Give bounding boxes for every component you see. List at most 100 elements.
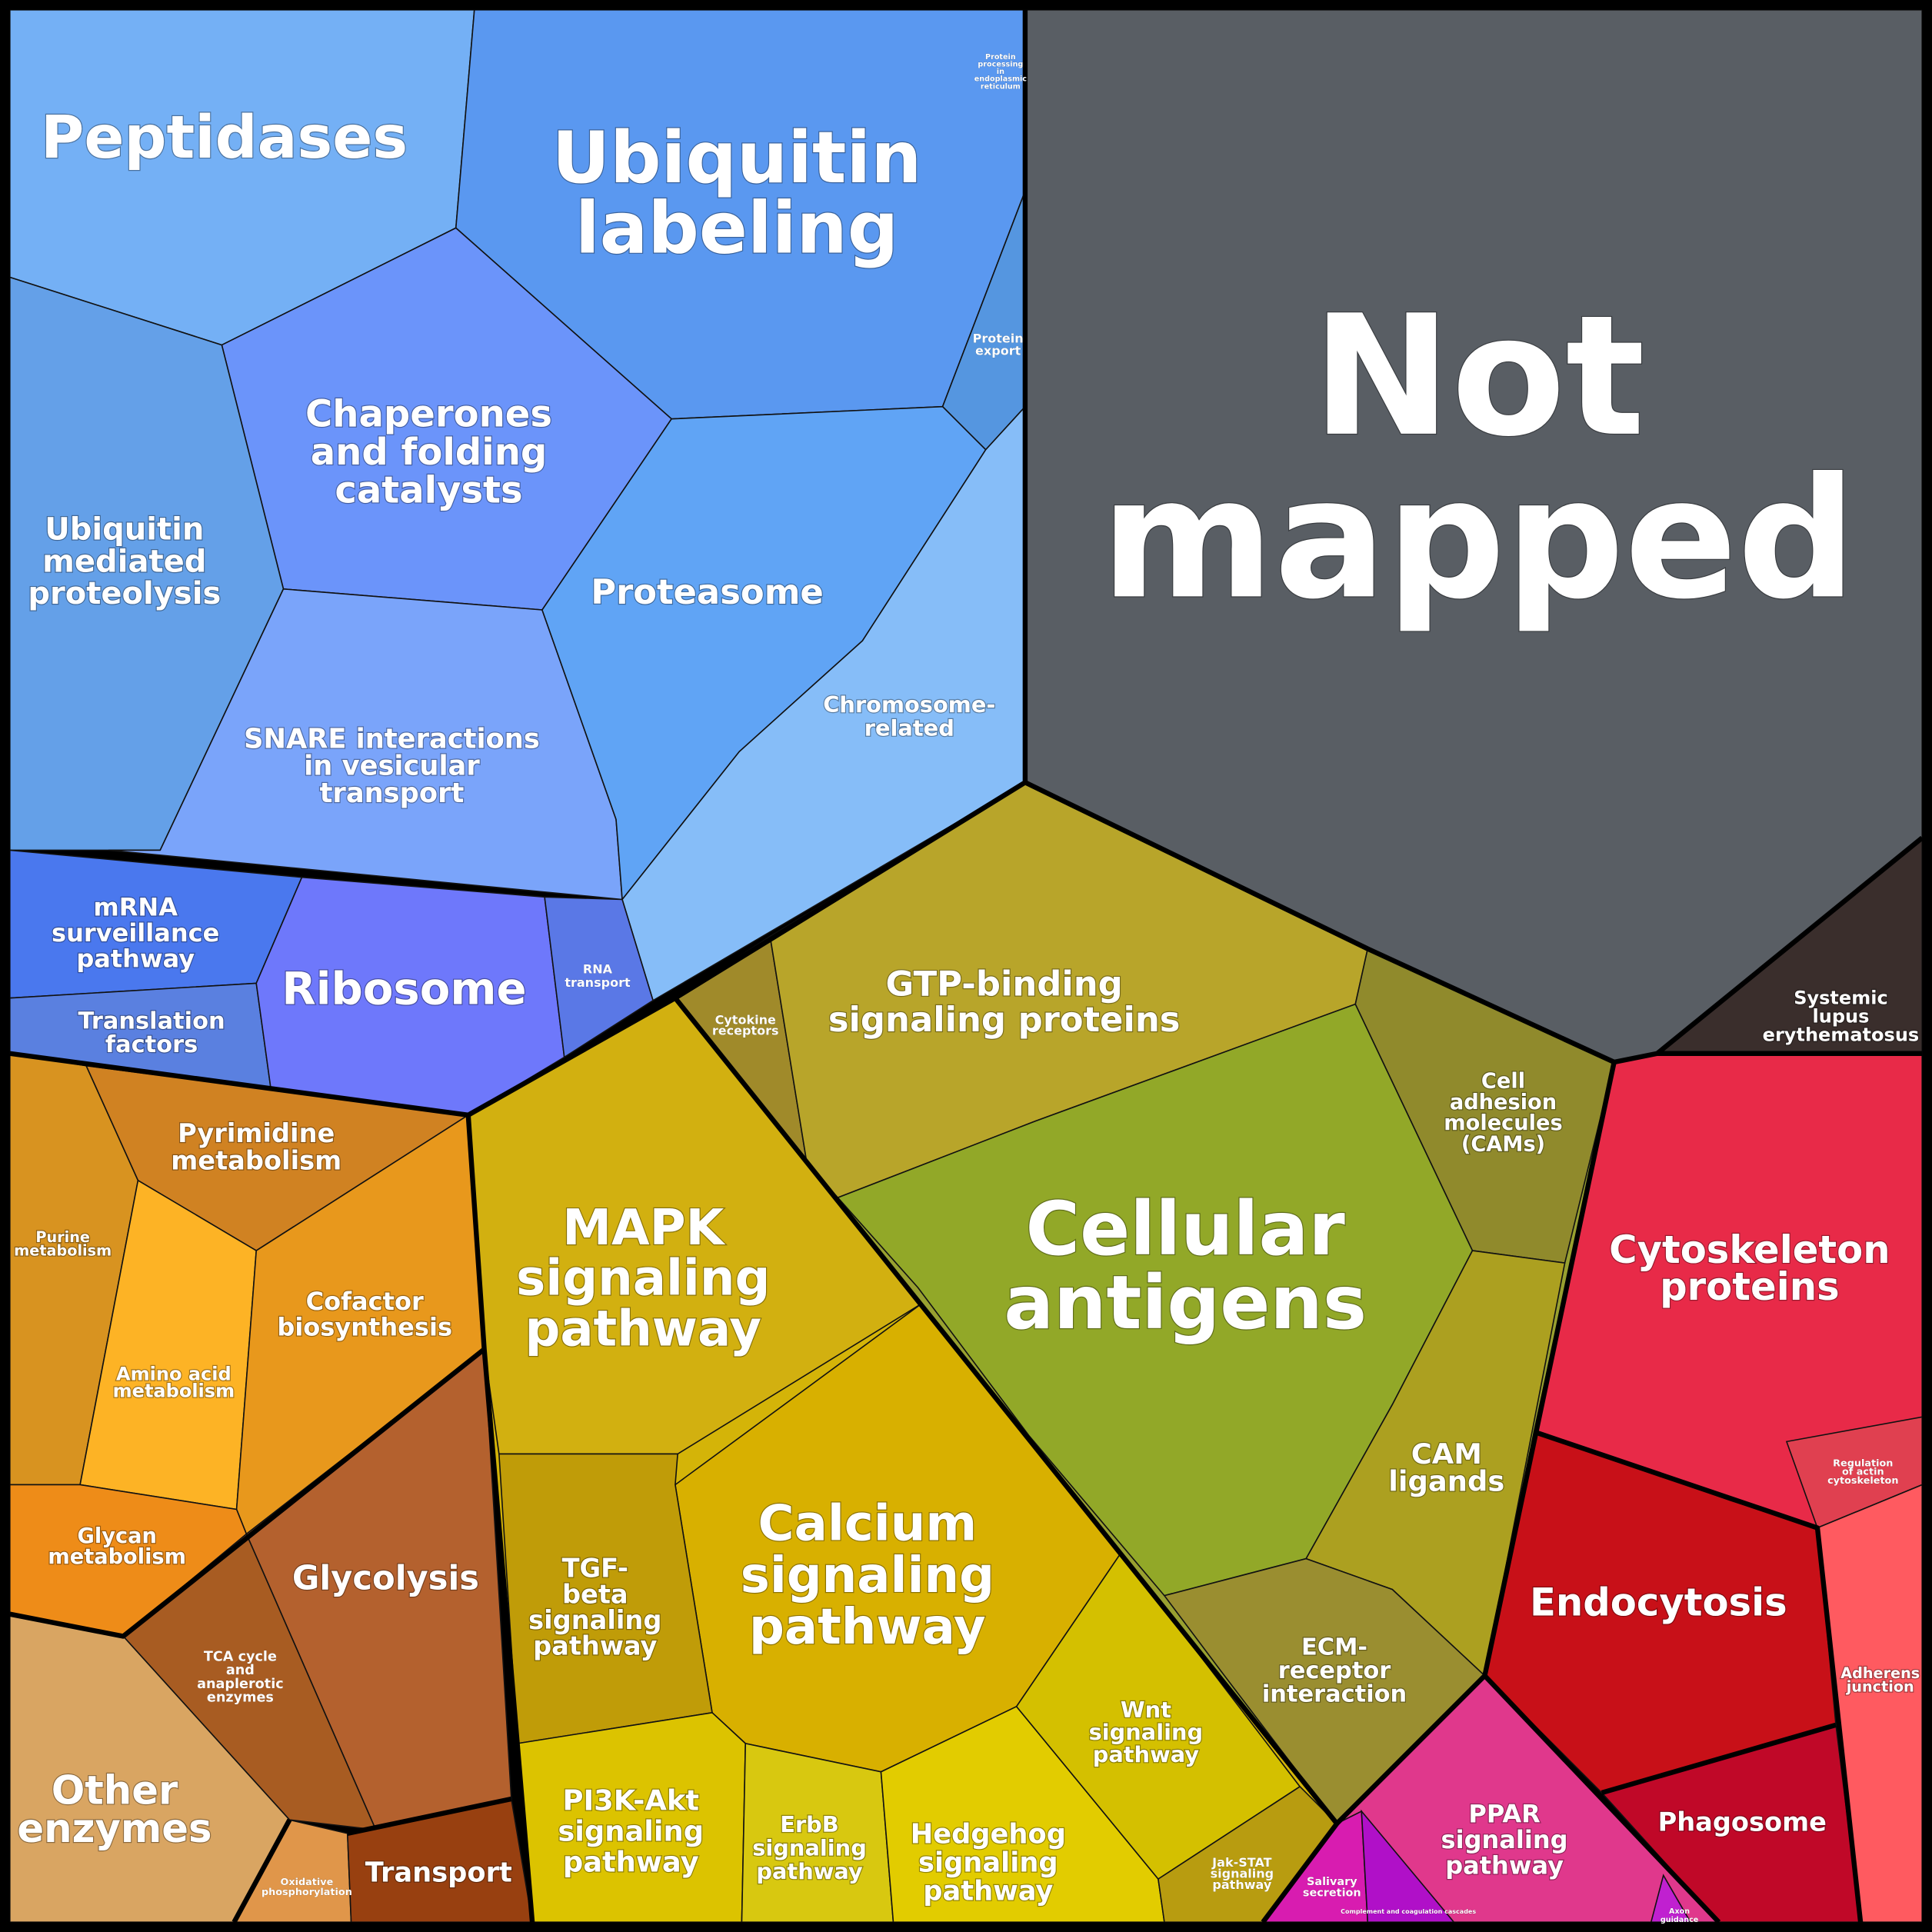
- label-line: Protein: [985, 53, 1016, 62]
- region-label: Not mapped: [1101, 280, 1856, 636]
- label-line: Cytoskeleton: [1609, 1227, 1890, 1272]
- region-label: Protein processing in endoplasmic reticulum: [974, 53, 1028, 91]
- label-line: receptor: [1278, 1657, 1391, 1684]
- label-line: signaling: [1211, 1867, 1274, 1881]
- label-line: TGF-: [562, 1554, 628, 1584]
- region-label: Cellular antigens: [1004, 1186, 1367, 1346]
- label-line: signaling proteins: [828, 999, 1181, 1040]
- region-label: Translation factors: [78, 1008, 225, 1058]
- region-label: TCA cycle and anaplerotic enzymes: [197, 1650, 284, 1706]
- region-label: CAM ligands: [1388, 1437, 1504, 1497]
- region-label: Systemic lupus erythematosus: [1763, 988, 1920, 1046]
- region-label: Cofactor biosynthesis: [277, 1287, 452, 1342]
- label-line: phosphorylation: [261, 1887, 352, 1898]
- label-line: PI3K-Akt: [562, 1784, 699, 1817]
- label-line: in vesicular: [304, 751, 480, 782]
- region-label: SNARE interactions in vesicular transport: [244, 723, 540, 808]
- region-label: Glycan metabolism: [48, 1524, 186, 1569]
- region-label: TGF-beta signaling pathway: [528, 1554, 661, 1661]
- border: [1483, 1674, 1721, 1924]
- label-line: catalysts: [335, 469, 522, 512]
- region-label: Amino acid metabolism: [113, 1363, 235, 1401]
- region-label: PPAR signaling pathway: [1441, 1799, 1568, 1880]
- label-line: PPAR: [1468, 1799, 1541, 1828]
- region-label: mRNA surveillance pathway: [52, 892, 219, 973]
- label-line: endoplasmic: [974, 75, 1028, 84]
- region-label: ECM-receptor interaction: [1262, 1634, 1407, 1708]
- label-line: proteins: [1660, 1264, 1840, 1309]
- label-line: Chromosome-: [823, 691, 995, 718]
- label-line: processing: [978, 61, 1023, 69]
- label-line: transport: [320, 778, 465, 809]
- label-line: Systemic: [1794, 988, 1888, 1009]
- label-line: pathway: [1445, 1851, 1564, 1880]
- label-line: enzymes: [17, 1806, 212, 1852]
- label-line: anaplerotic: [197, 1677, 284, 1692]
- region-label: Cytoskeleton proteins: [1609, 1227, 1890, 1309]
- label-line: pathway: [533, 1631, 657, 1661]
- label-line: interaction: [1262, 1681, 1407, 1707]
- label-line: Chaperones: [305, 392, 552, 435]
- label-line: metabolism: [171, 1145, 341, 1175]
- label-line: beta: [562, 1579, 628, 1609]
- label-line: Cellular: [1026, 1186, 1346, 1272]
- label-line: transport: [565, 975, 631, 990]
- label-line: and: [226, 1663, 255, 1678]
- label-line: signaling: [1089, 1719, 1204, 1745]
- label-line: signaling: [1441, 1825, 1568, 1854]
- label-line: labeling: [575, 186, 898, 269]
- border: [9, 1347, 486, 1639]
- region-label: Regulation of actin cytoskeleton: [1827, 1457, 1898, 1486]
- label-line: Ribosome: [281, 963, 526, 1015]
- label-line: Salivary: [1307, 1876, 1357, 1888]
- label-line: Cell: [1481, 1070, 1525, 1094]
- label-line: in: [997, 68, 1004, 76]
- label-line: metabolism: [48, 1545, 186, 1569]
- label-line: pathway: [76, 944, 195, 974]
- label-line: enzymes: [207, 1690, 274, 1705]
- region-label: Chromosome-related: [823, 691, 995, 741]
- label-line: signaling: [528, 1605, 661, 1635]
- region-label: Other enzymes: [17, 1767, 212, 1852]
- label-line: Jak-STAT: [1211, 1855, 1271, 1870]
- border: [1533, 1429, 1864, 1923]
- label-line: Cytokine: [715, 1012, 776, 1027]
- label-line: Oxidative: [280, 1877, 333, 1888]
- label-line: Ubiquitin: [552, 116, 922, 199]
- label-line: Cofactor: [306, 1287, 424, 1316]
- label-line: signaling: [558, 1814, 704, 1847]
- region-label: Proteasome: [591, 571, 824, 612]
- label-line: factors: [105, 1031, 198, 1058]
- region-label: Pyrimidine metabolism: [171, 1118, 341, 1175]
- label-line: pathway: [749, 1599, 986, 1656]
- label-line: Transport: [365, 1857, 512, 1888]
- region-label: Protein export: [973, 331, 1024, 358]
- label-line: metabolism: [14, 1241, 112, 1259]
- region-label: Jak-STAT signaling pathway: [1211, 1855, 1274, 1892]
- label-line: Other: [52, 1767, 178, 1814]
- label-line: pathway: [563, 1846, 699, 1879]
- region-label: Purine metabolism: [14, 1228, 112, 1260]
- label-line: guidance: [1661, 1916, 1699, 1924]
- label-line: RNA: [583, 962, 613, 977]
- label-line: ECM-: [1301, 1634, 1367, 1661]
- region-label: Phagosome: [1658, 1807, 1827, 1837]
- label-line: erythematosus: [1763, 1024, 1920, 1046]
- border: [1601, 1722, 1837, 1796]
- label-line: Phagosome: [1658, 1807, 1827, 1837]
- region-label: Ubiquitin mediated proteolysis: [28, 512, 221, 611]
- label-line: adhesion: [1450, 1091, 1557, 1114]
- region-label: ErbB signaling pathway: [752, 1811, 867, 1884]
- label-line: pathway: [1093, 1741, 1200, 1767]
- label-line: related: [864, 715, 954, 741]
- label-line: Translation: [78, 1008, 225, 1035]
- label-line: (CAMs): [1461, 1132, 1545, 1156]
- label-line: MAPK: [562, 1200, 725, 1257]
- region-label: Transport: [365, 1857, 512, 1888]
- label-line: signaling: [752, 1835, 867, 1861]
- label-line: Not: [1312, 280, 1645, 474]
- label-line: pathway: [525, 1301, 761, 1357]
- label-line: signaling: [918, 1847, 1058, 1879]
- label-line: Pyrimidine: [178, 1118, 335, 1148]
- label-line: proteolysis: [28, 576, 221, 611]
